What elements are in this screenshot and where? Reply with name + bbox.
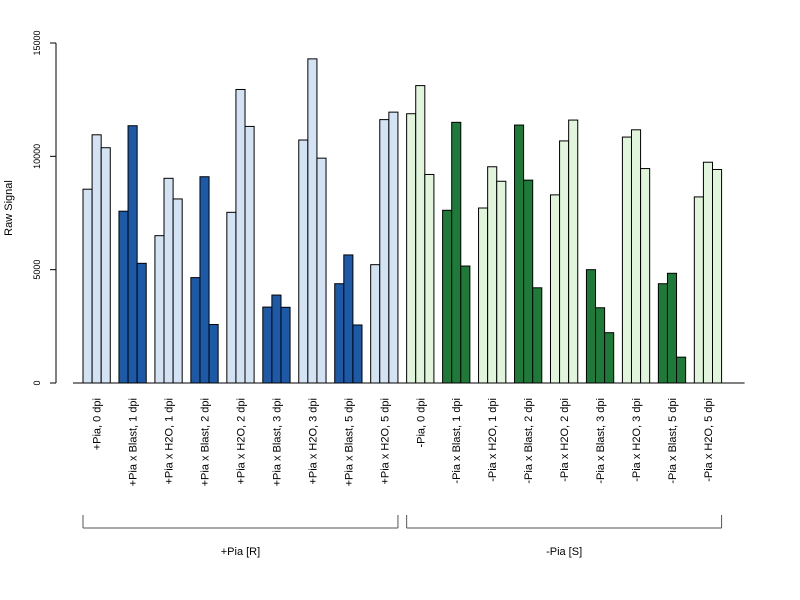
category-label: -Pia x Blast, 3 dpi bbox=[595, 398, 607, 484]
category-label: +Pia x H2O, 1 dpi bbox=[164, 398, 176, 485]
bar bbox=[406, 113, 417, 384]
category-label: -Pia, 0 dpi bbox=[415, 398, 427, 448]
category-labels: +Pia, 0 dpi +Pia x Blast, 1 dpi +Pia x H2O… bbox=[92, 398, 715, 486]
bar bbox=[280, 306, 291, 384]
bar bbox=[585, 269, 597, 384]
bar bbox=[532, 287, 543, 384]
bar bbox=[451, 121, 462, 384]
y-tick-label: 10000 bbox=[32, 144, 42, 169]
y-tick-label: 15000 bbox=[32, 30, 42, 55]
y-axis-label: Raw Signal bbox=[3, 180, 15, 236]
category-label: -Pia x Blast, 1 dpi bbox=[451, 398, 463, 484]
bar bbox=[415, 85, 426, 384]
bar bbox=[316, 157, 327, 384]
bar bbox=[657, 283, 668, 384]
bar bbox=[307, 58, 318, 384]
bar bbox=[118, 210, 129, 384]
bar bbox=[693, 196, 704, 384]
bar bbox=[235, 88, 246, 384]
bar bbox=[676, 356, 687, 384]
bar bbox=[352, 324, 363, 384]
category-label: +Pia, 0 dpi bbox=[92, 398, 104, 450]
bar bbox=[343, 254, 354, 384]
category-label: +Pia x H2O, 3 dpi bbox=[307, 398, 319, 485]
bar bbox=[370, 264, 381, 384]
bar bbox=[172, 198, 183, 384]
bar bbox=[549, 194, 561, 384]
bar bbox=[163, 177, 174, 384]
bar bbox=[702, 161, 713, 384]
bar bbox=[478, 207, 489, 384]
y-tick-label: 5000 bbox=[32, 260, 42, 280]
group-label: -Pia [S] bbox=[546, 546, 582, 558]
y-axis: 0 5000 10000 15000 bbox=[32, 30, 57, 386]
category-label: -Pia x H2O, 3 dpi bbox=[631, 398, 643, 482]
group-label: +Pia [R] bbox=[221, 546, 260, 558]
bar bbox=[226, 211, 237, 384]
bar bbox=[199, 176, 210, 384]
category-label: -Pia x Blast, 5 dpi bbox=[667, 398, 679, 484]
bar bbox=[379, 119, 390, 384]
bar bbox=[604, 332, 615, 384]
category-label: -Pia x Blast, 2 dpi bbox=[523, 398, 535, 484]
group-brackets: +Pia [R] -Pia [S] bbox=[82, 515, 723, 558]
category-label: -Pia x H2O, 5 dpi bbox=[703, 398, 715, 482]
bar bbox=[595, 307, 606, 384]
bar bbox=[460, 265, 471, 384]
bar bbox=[630, 129, 642, 384]
bar bbox=[559, 140, 570, 384]
bar bbox=[666, 272, 678, 384]
bar bbox=[442, 209, 453, 384]
bar bbox=[424, 173, 435, 384]
category-label: -Pia x H2O, 2 dpi bbox=[559, 398, 571, 482]
category-label: +Pia x Blast, 1 dpi bbox=[128, 398, 140, 486]
bar bbox=[334, 283, 345, 384]
bar bbox=[91, 134, 102, 384]
category-label: +Pia x Blast, 2 dpi bbox=[200, 398, 212, 486]
category-label: +Pia x H2O, 2 dpi bbox=[235, 398, 247, 485]
bar bbox=[208, 324, 219, 384]
bar bbox=[190, 277, 201, 384]
bar bbox=[154, 235, 165, 384]
y-tick-label: 0 bbox=[32, 380, 42, 385]
bar bbox=[271, 294, 282, 384]
bar bbox=[496, 180, 507, 384]
bars-layer bbox=[82, 58, 723, 384]
bar bbox=[388, 111, 399, 384]
bar bbox=[568, 119, 579, 384]
bar bbox=[298, 139, 309, 384]
bar bbox=[487, 166, 498, 384]
bar bbox=[514, 124, 525, 384]
category-label: +Pia x Blast, 5 dpi bbox=[343, 398, 355, 486]
bar bbox=[640, 168, 651, 384]
category-label: +Pia x H2O, 5 dpi bbox=[379, 398, 391, 485]
bar bbox=[127, 125, 138, 384]
bar bbox=[523, 179, 534, 384]
bar bbox=[244, 125, 255, 384]
category-label: -Pia x H2O, 1 dpi bbox=[487, 398, 499, 482]
bar bbox=[100, 147, 111, 384]
category-label: +Pia x Blast, 3 dpi bbox=[271, 398, 283, 486]
bar bbox=[136, 262, 147, 384]
bar bbox=[262, 306, 273, 384]
bar bbox=[82, 188, 93, 384]
bar bbox=[712, 168, 723, 384]
bar bbox=[621, 136, 632, 384]
